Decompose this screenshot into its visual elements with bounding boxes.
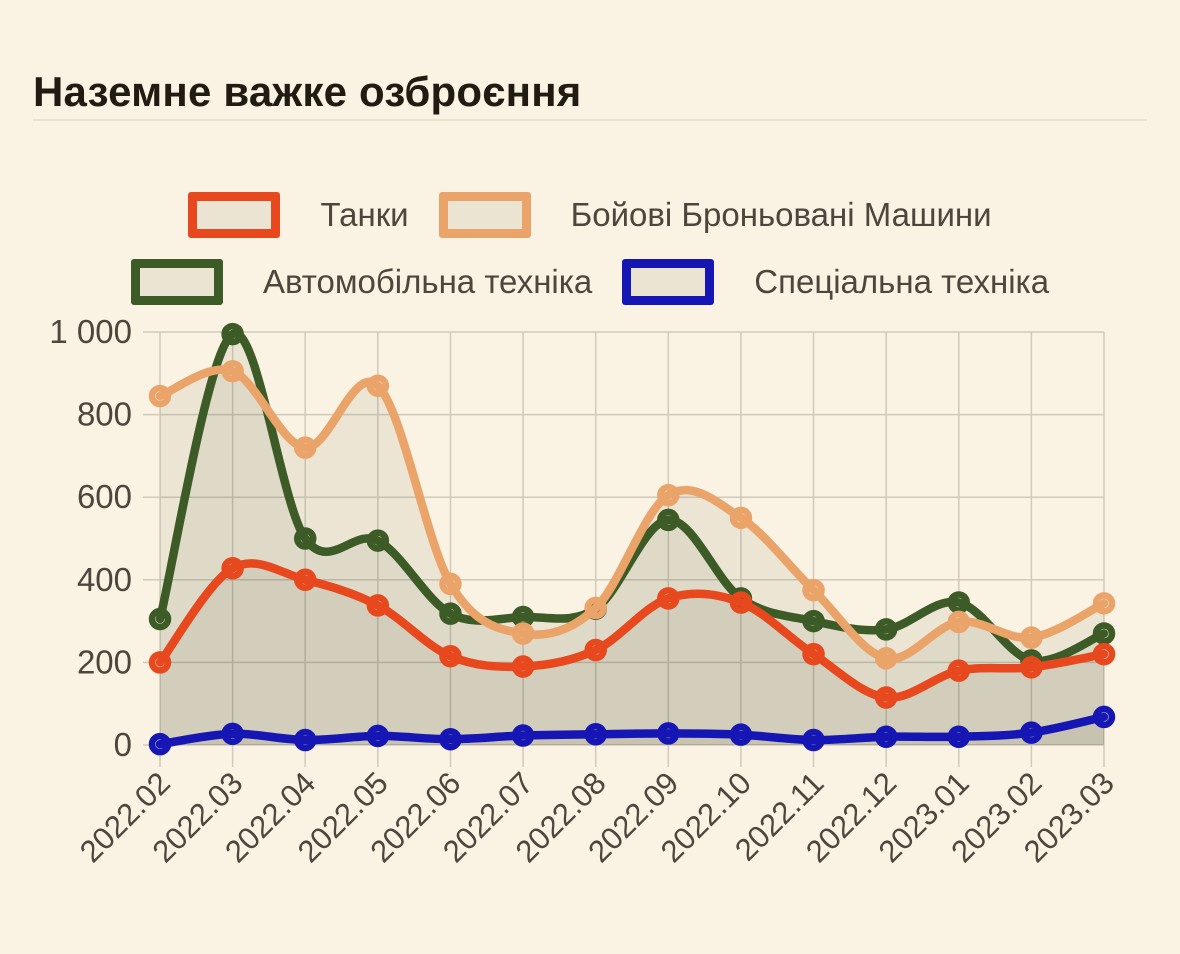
series-point-armored-fighting-vehicles-2022.11[interactable] [802,578,825,602]
y-axis-tick-label: 200 [77,643,132,680]
series-point-armored-fighting-vehicles-2022.04[interactable] [293,436,317,459]
series-point-armored-fighting-vehicles-2023.02[interactable] [1020,626,1043,649]
series-point-armored-fighting-vehicles-2022.10[interactable] [729,506,753,530]
legend-swatch-armored-fighting-vehicles [438,192,531,238]
y-axis-tick-label: 600 [77,478,132,515]
legend-label-automotive-vehicles: Автомобільна техніка [262,263,593,300]
y-axis-tick-label: 800 [77,396,132,433]
y-axis-tick-label: 400 [77,561,132,598]
series-point-tanks-2022.11[interactable] [802,642,825,666]
series-point-special-vehicles-2022.06[interactable] [439,727,462,751]
series-point-special-vehicles-2022.12[interactable] [874,725,898,748]
series-point-tanks-2022.02[interactable] [148,651,172,674]
series-line-armored-fighting-vehicles [155,365,1109,663]
series-point-automotive-vehicles-2022.12[interactable] [874,618,898,641]
series-point-special-vehicles-2023.03[interactable] [1092,705,1116,729]
series-point-automotive-vehicles-2022.02[interactable] [148,607,172,631]
series-point-armored-fighting-vehicles-2023.01[interactable] [947,610,971,634]
chart-area: 0 200 400 600 800 1 000 2022.02 2022.03 2022.04 2… [0,313,1180,949]
series-point-special-vehicles-2023.02[interactable] [1020,721,1043,744]
series-point-armored-fighting-vehicles-2022.05[interactable] [366,374,390,397]
series-point-automotive-vehicles-2022.04[interactable] [293,527,317,550]
series-point-automotive-vehicles-2023.01[interactable] [947,591,971,614]
series-point-armored-fighting-vehicles-2022.09[interactable] [657,483,680,507]
legend-item-armored-fighting-vehicles[interactable]: Бойові Броньовані Машини [438,192,992,238]
legend-swatch-special-vehicles [622,259,715,305]
page-title: Наземне важке озброєння [33,68,582,116]
series-point-tanks-2023.02[interactable] [1020,656,1043,679]
series-point-automotive-vehicles-2022.06[interactable] [439,602,462,625]
series-point-tanks-2022.04[interactable] [293,568,317,592]
series-point-tanks-2022.09[interactable] [657,587,680,610]
legend-swatch-automotive-vehicles [130,259,223,305]
series-point-special-vehicles-2022.07[interactable] [511,724,535,747]
series-point-tanks-2022.05[interactable] [366,594,390,617]
series-point-tanks-2022.07[interactable] [511,655,535,678]
legend-item-tanks[interactable]: Танки [188,192,409,238]
series-point-special-vehicles-2022.02[interactable] [148,732,172,756]
series-point-automotive-vehicles-2022.11[interactable] [802,609,825,633]
series-point-armored-fighting-vehicles-2023.03[interactable] [1092,592,1116,615]
series-point-tanks-2022.03[interactable] [221,556,244,580]
series-point-special-vehicles-2022.10[interactable] [729,723,753,746]
series-point-armored-fighting-vehicles-2022.12[interactable] [874,647,898,670]
y-axis-tick-label: 0 [114,726,132,763]
series-area-tanks [160,563,1104,745]
series-point-tanks-2022.12[interactable] [874,686,898,709]
series-point-automotive-vehicles-2022.09[interactable] [657,508,680,532]
legend-row: Танки Бойові Броньовані Машини [188,192,992,238]
series-point-special-vehicles-2022.04[interactable] [293,728,317,752]
legend-label-armored-fighting-vehicles: Бойові Броньовані Машини [570,196,992,233]
series-point-tanks-2023.03[interactable] [1092,642,1116,666]
series-area-automotive-vehicles [160,333,1104,745]
series-point-tanks-2022.06[interactable] [439,644,462,668]
series-point-automotive-vehicles-2023.03[interactable] [1092,622,1116,645]
series-point-armored-fighting-vehicles-2022.03[interactable] [221,359,244,383]
series-point-armored-fighting-vehicles-2022.02[interactable] [148,384,172,408]
series-point-tanks-2023.01[interactable] [947,659,971,682]
legend-item-special-vehicles[interactable]: Спеціальна техніка [622,259,1049,305]
series-point-special-vehicles-2022.09[interactable] [657,722,680,745]
legend-swatch-tanks [188,192,281,238]
series-point-automotive-vehicles-2022.03[interactable] [221,322,244,346]
legend-label-tanks: Танки [320,196,409,233]
series-point-armored-fighting-vehicles-2022.07[interactable] [511,622,535,645]
legend-row: Автомобільна техніка Спеціальна техніка [130,259,1049,305]
series-point-special-vehicles-2022.08[interactable] [584,723,607,746]
series-point-tanks-2022.08[interactable] [584,638,607,662]
legend-item-automotive-vehicles[interactable]: Автомобільна техніка [130,259,593,305]
series-point-armored-fighting-vehicles-2022.08[interactable] [584,596,607,620]
chart-legend: Танки Бойові Броньовані Машини Автомобільн… [0,192,1180,305]
series-point-special-vehicles-2022.05[interactable] [366,724,390,748]
legend-label-special-vehicles: Спеціальна техніка [754,263,1050,300]
y-axis-tick-label: 1 000 [49,315,132,350]
title-divider [33,119,1147,121]
series-point-automotive-vehicles-2022.05[interactable] [366,529,390,552]
series-point-armored-fighting-vehicles-2022.06[interactable] [439,572,462,596]
series-point-special-vehicles-2022.03[interactable] [221,722,244,746]
series-line-tanks [155,559,1109,702]
series-point-tanks-2022.10[interactable] [729,591,753,614]
series-point-special-vehicles-2022.11[interactable] [802,728,825,752]
series-point-special-vehicles-2023.01[interactable] [947,725,971,748]
